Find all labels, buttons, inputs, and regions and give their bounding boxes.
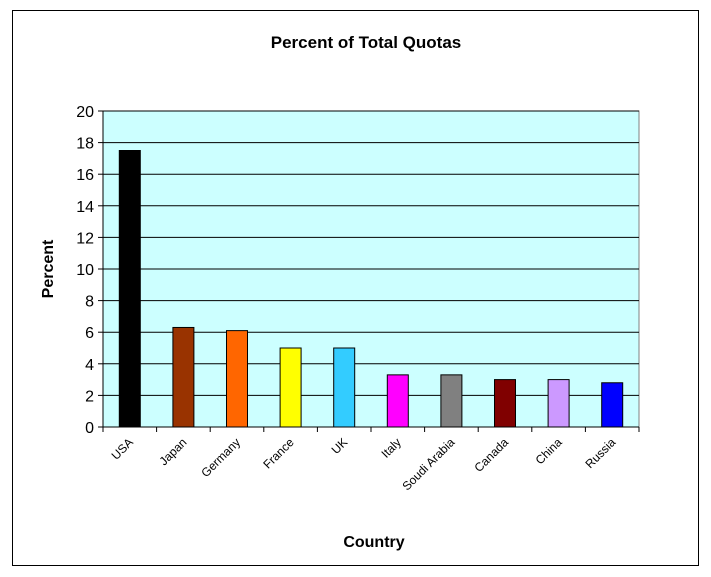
chart-title: Percent of Total Quotas xyxy=(271,33,462,52)
y-tick-label: 12 xyxy=(76,230,94,247)
bar-france xyxy=(279,347,302,428)
bar-china xyxy=(547,379,570,428)
bar-italy xyxy=(386,374,409,428)
bars xyxy=(118,150,624,428)
y-tick-label: 8 xyxy=(85,294,94,311)
y-tick-labels: 0 2 4 6 8 10 12 14 16 18 20 xyxy=(76,104,94,437)
x-category-label: Soudi Arabia xyxy=(399,435,457,493)
x-category-label: Russia xyxy=(582,435,618,471)
y-tick-label: 4 xyxy=(85,357,94,374)
bar-canada xyxy=(494,379,516,428)
bar-russia xyxy=(601,382,624,428)
x-category-label: China xyxy=(533,435,565,467)
bar-soudi-arabia xyxy=(440,374,463,428)
gridlines xyxy=(103,110,639,396)
y-tick-label: 14 xyxy=(76,199,94,216)
x-axis-title: Country xyxy=(343,534,404,551)
x-category-label: UK xyxy=(329,435,351,457)
x-category-label: Italy xyxy=(378,435,403,460)
bar-usa xyxy=(118,150,141,428)
y-tick-label: 18 xyxy=(76,136,94,153)
x-category-label: Japan xyxy=(156,435,189,468)
bar-japan xyxy=(172,326,195,428)
y-tick-label: 16 xyxy=(76,167,94,184)
x-category-label: Canada xyxy=(471,435,511,475)
x-category-label: Germany xyxy=(198,435,243,480)
axes xyxy=(98,110,640,432)
y-axis-title: Percent xyxy=(40,239,57,298)
y-tick-label: 6 xyxy=(85,325,94,342)
bar-uk xyxy=(333,347,356,428)
y-tick-label: 10 xyxy=(76,262,94,279)
y-tick-label: 2 xyxy=(85,388,94,405)
y-tick-label: 20 xyxy=(76,104,94,121)
x-category-label: USA xyxy=(109,435,136,462)
y-tick-label: 0 xyxy=(85,420,94,437)
bar-germany xyxy=(226,330,248,428)
x-category-label: France xyxy=(260,435,297,472)
